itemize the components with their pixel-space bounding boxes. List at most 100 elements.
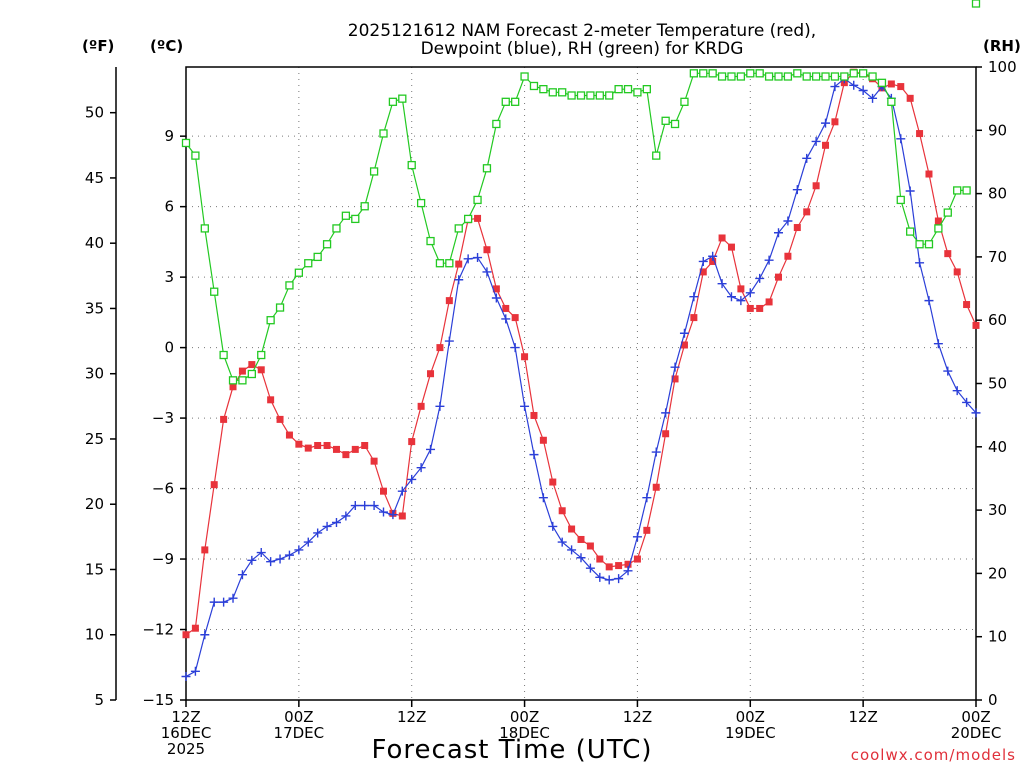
rh-point [953,186,962,195]
rh-point [200,224,209,233]
rh-point [482,164,492,173]
rh-point [322,240,332,249]
temperature-point [765,298,773,306]
temperature-point [323,441,331,449]
rh-tick-label: 90 [988,121,1007,139]
temperature-point [972,321,980,329]
x-tick-label: 19DEC [725,724,776,742]
rh-point [529,81,539,91]
dewpoint-point [745,288,755,298]
rh-tick-label: 60 [988,311,1007,329]
rh-point [764,72,774,81]
rh-point [341,211,351,220]
dewpoint-point [294,545,304,555]
rh-point [680,97,689,106]
dewpoint-point [454,275,464,285]
temperature-point [746,304,754,312]
dewpoint-point [557,537,567,547]
rh-point [388,97,398,106]
temperature-point [916,130,924,138]
x-tick-label: 12Z [171,708,200,726]
rh-point [266,316,275,325]
series-layer [181,0,981,682]
rh-point [774,72,783,81]
celsius-tick-label: −3 [152,409,174,427]
rh-point [463,214,473,224]
temperature-point [558,507,566,515]
grid-layer [186,67,976,701]
dewpoint-point [764,255,774,265]
dewpoint-point [623,566,633,576]
temperature-point [238,367,246,375]
temperature-point [784,252,792,260]
rh-point [492,119,501,129]
dewpoint-point [905,186,915,196]
dewpoint-point [679,328,689,338]
rh-point [906,227,915,236]
rh-point [435,259,445,268]
temperature-point [549,478,557,486]
rh-point [642,85,651,94]
temperature-point [775,273,782,281]
dewpoint-point [256,548,266,558]
rh-point [360,202,369,211]
dewpoint-point [379,507,388,517]
temperature-point [530,411,538,419]
dewpoint-point [915,258,925,268]
rh-point [398,94,407,103]
rh-point [501,97,510,106]
temperature-point [436,344,444,352]
temperature-point [718,234,726,242]
dewpoint-point [736,296,746,306]
temperature-point [586,542,594,550]
temperature-point [229,383,237,391]
temperature-point [793,224,801,232]
celsius-tick-label: −9 [152,550,174,568]
dewpoint-point [350,501,360,511]
x-tick-label: 00Z [284,708,313,726]
rh-point [247,369,256,379]
dewpoint-point [830,82,840,92]
temperature-point [596,555,604,563]
dewpoint-point [303,537,313,547]
dewpoint-point [962,397,972,407]
rh-point [943,208,952,217]
celsius-tick-label: 6 [164,198,174,216]
celsius-tick-label: 9 [164,127,174,145]
dewpoint-point [849,80,859,90]
temperature-point [361,441,369,449]
dewpoint-point [463,254,473,264]
dewpoint-point [538,493,548,503]
dewpoint-point [585,563,595,573]
rh-point [830,72,840,81]
dewpoint-point [755,273,765,283]
rh-point [520,72,529,81]
temperature-point [831,118,839,126]
temperature-point [671,375,679,383]
temperature-point [427,370,435,378]
x-tick-label: 00Z [510,708,539,726]
dewpoint-point [933,339,943,349]
celsius-tick-label: −15 [142,691,174,709]
dewpoint-point [341,511,351,521]
rh-point [511,97,520,106]
dewpoint-point [520,401,530,411]
temperature-point [304,444,312,452]
temperature-point [182,631,190,639]
rh-point [962,186,971,195]
rh-point [605,91,614,100]
temperature-point [502,304,510,312]
temperature-point [615,562,623,570]
rh-point [445,259,454,268]
temperature-point [474,214,482,222]
rh-point [633,88,642,97]
dewpoint-point [792,185,802,195]
temperature-point [568,525,576,533]
celsius-tick-label: −12 [142,621,174,639]
dewpoint-point [604,575,614,585]
axes-layer: 5101520253035404550−15−12−9−6−3036901020… [85,58,1017,758]
rh-point [275,303,285,312]
plot-frame [185,66,977,701]
dewpoint-point [632,532,642,542]
rh-point [558,88,567,97]
